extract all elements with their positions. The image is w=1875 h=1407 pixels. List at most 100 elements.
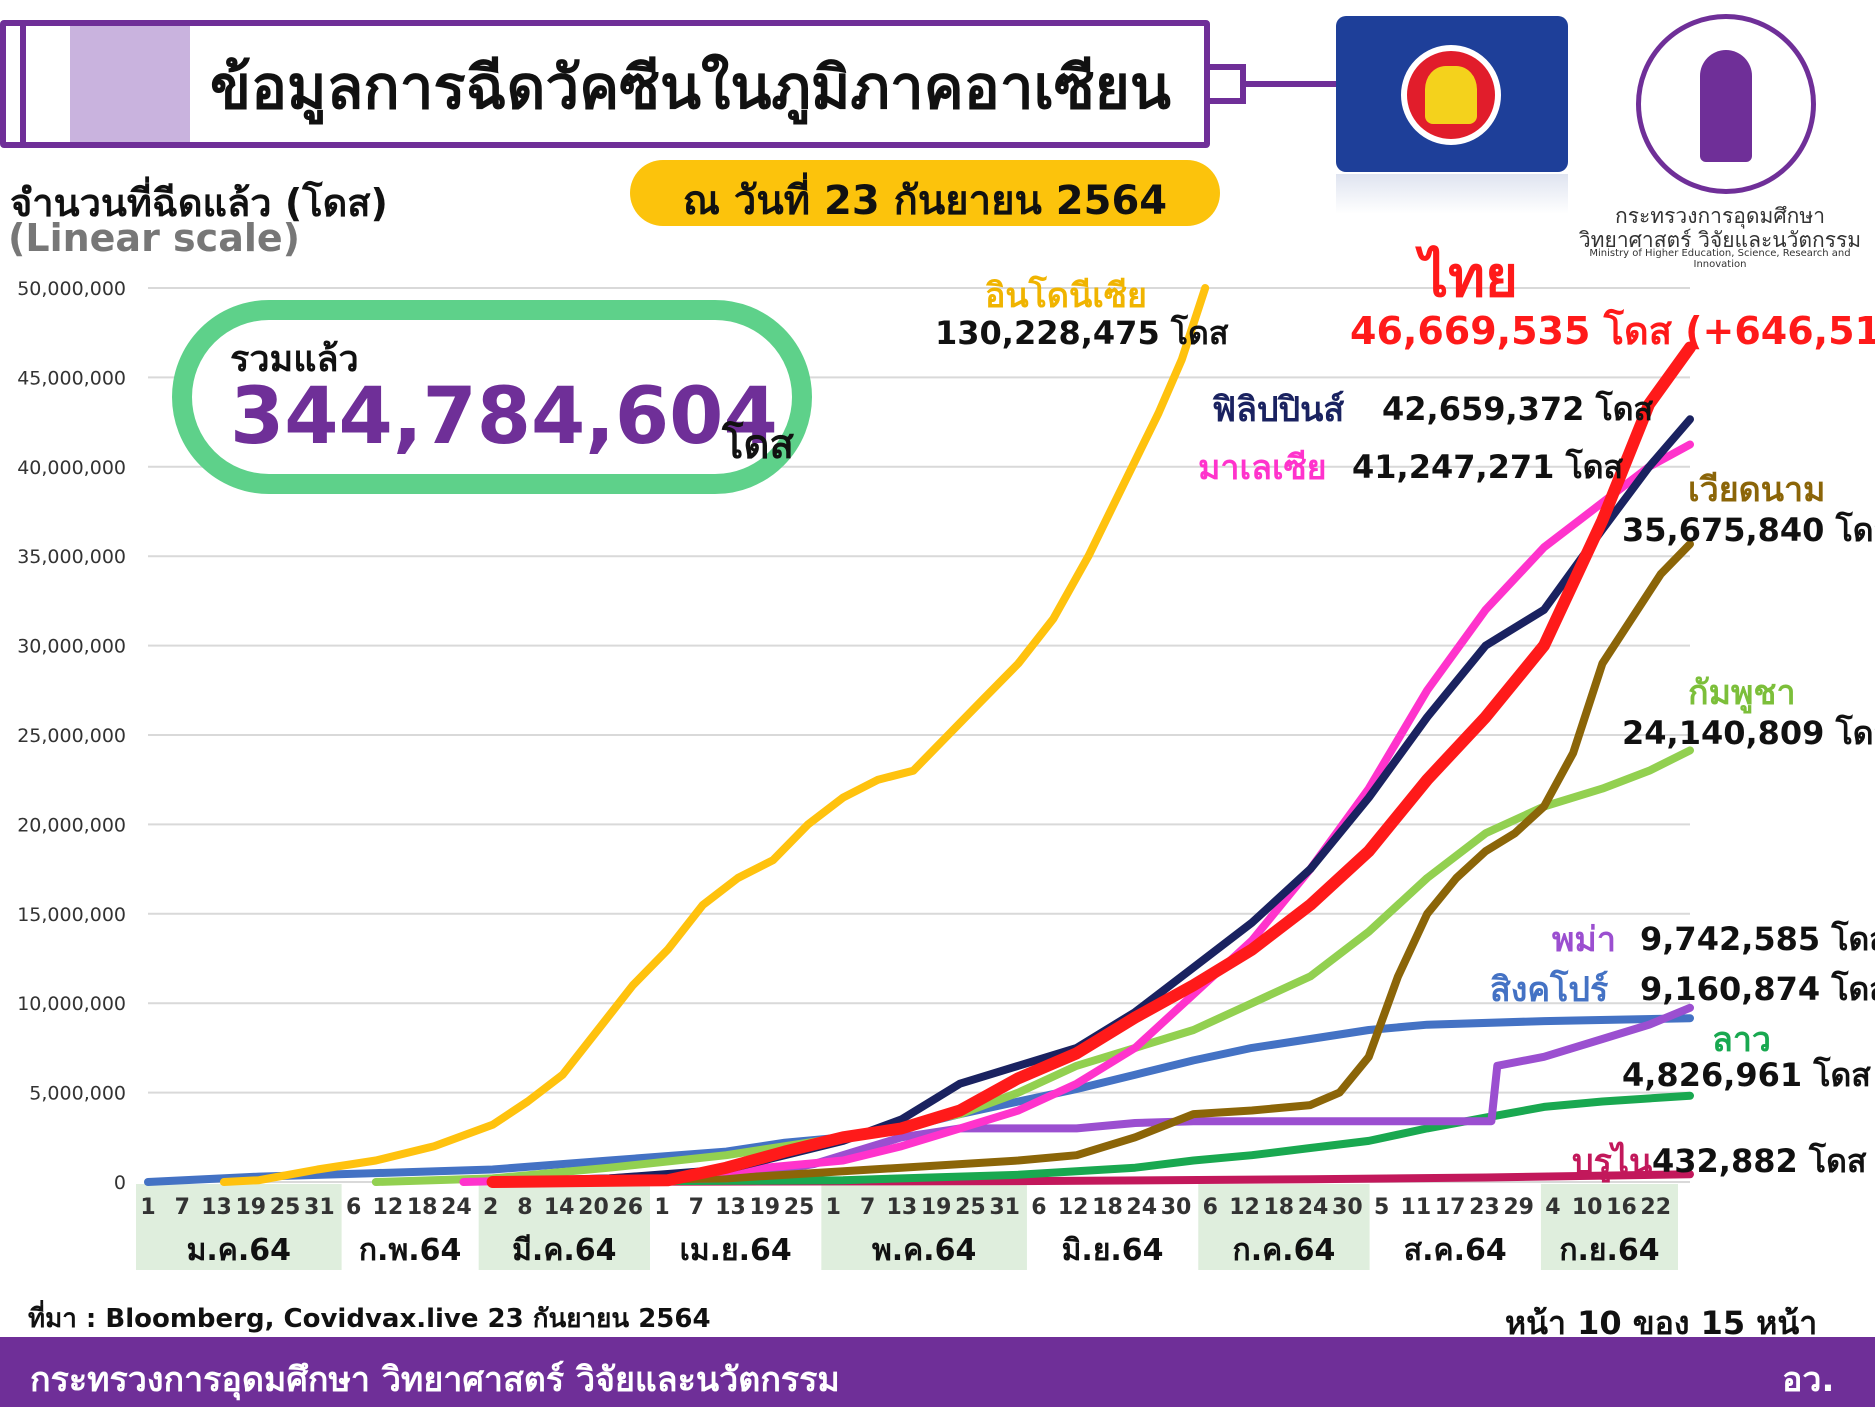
label-brunei-value: 432,882 โดส: [1652, 1142, 1867, 1180]
series-line-2: [488, 415, 1694, 1186]
x-tick-label: 1: [826, 1195, 841, 1220]
x-tick-label: 6: [346, 1195, 361, 1220]
y-axis-scale-note: (Linear scale): [8, 216, 300, 260]
label-laos-value: 4,826,961 โดส: [1622, 1056, 1871, 1094]
label-philippines-value: 42,659,372 โดส: [1382, 390, 1654, 428]
label-singapore-value: 9,160,874 โดส: [1640, 970, 1875, 1008]
series-line-7: [144, 1014, 1694, 1186]
label-thailand-name: ไทย: [1420, 245, 1518, 310]
month-band: [478, 1184, 651, 1270]
y-tick-label: 20,000,000: [17, 814, 126, 836]
label-singapore-name: สิงคโปร์: [1490, 970, 1609, 1010]
x-tick-label: 12: [373, 1195, 404, 1220]
series-line-8: [488, 1091, 1694, 1186]
label-malaysia-name: มาเลเซีย: [1198, 448, 1327, 488]
y-tick-label: 0: [114, 1172, 126, 1194]
x-tick-label: 30: [1332, 1195, 1363, 1220]
x-tick-label: 19: [749, 1195, 780, 1220]
total-value: 344,784,604: [230, 372, 778, 462]
footer-abbrev: อว.: [1782, 1360, 1835, 1400]
month-band: [1540, 1184, 1679, 1270]
y-axis-title: จำนวนที่ฉีดแล้ว (โดส): [10, 181, 388, 225]
syringe-fill: [70, 26, 190, 142]
y-tick-label: 10,000,000: [17, 993, 126, 1015]
y-tick-label: 25,000,000: [17, 725, 126, 747]
x-tick-label: 19: [235, 1195, 266, 1220]
x-tick-label: 29: [1503, 1195, 1534, 1220]
label-myanmar-value: 9,742,585 โดส: [1640, 920, 1875, 958]
ministry-seal-emblem: [1700, 50, 1752, 162]
date-text: ณ วันที่ 23 กันยายน 2564: [682, 178, 1168, 224]
x-tick-label: 25: [955, 1195, 986, 1220]
syringe-tip: [1210, 64, 1246, 104]
syringe-plunger: [20, 20, 26, 148]
month-label: ม.ค.64: [187, 1233, 291, 1268]
x-tick-label: 1: [654, 1195, 669, 1220]
y-tick-label: 45,000,000: [17, 367, 126, 389]
vaccination-line-chart: 50,000,00045,000,00040,000,00035,000,000…: [17, 278, 1696, 1270]
x-tick-label: 6: [1203, 1195, 1218, 1220]
month-label: เม.ย.64: [680, 1233, 792, 1268]
x-tick-label: 20: [578, 1195, 609, 1220]
x-tick-label: 7: [860, 1195, 875, 1220]
month-label: ก.ค.64: [1233, 1233, 1336, 1268]
label-indonesia-value: 130,228,475 โดส: [935, 314, 1229, 352]
ministry-name-th-line2: วิทยาศาสตร์ วิจัยและนวัตกรรม: [1578, 228, 1862, 252]
x-tick-label: 13: [715, 1195, 746, 1220]
series-lines: [144, 284, 1696, 1188]
ministry-name-en: Ministry of Higher Education, Science, R…: [1589, 248, 1851, 270]
series-line-3: [459, 440, 1694, 1186]
label-laos-name: ลาว: [1712, 1020, 1772, 1060]
x-tick-label: 10: [1572, 1195, 1603, 1220]
month-label: มี.ค.64: [512, 1233, 616, 1268]
label-vietnam-name: เวียดนาม: [1688, 470, 1826, 510]
x-tick-label: 12: [1058, 1195, 1089, 1220]
x-tick-label: 2: [483, 1195, 498, 1220]
month-label: มิ.ย.64: [1062, 1233, 1164, 1268]
series-line-0: [219, 284, 1210, 1186]
syringe-header-frame: [0, 20, 1210, 148]
ministry-name-th: กระทรวงการอุดมศึกษา: [1615, 204, 1825, 228]
total-unit: โดส: [722, 422, 794, 468]
page-number: หน้า 10 ของ 15 หน้า: [1505, 1304, 1818, 1342]
month-label: ก.ย.64: [1559, 1233, 1659, 1268]
footer-bar: [0, 1337, 1875, 1407]
x-tick-label: 1: [140, 1195, 155, 1220]
label-myanmar-name: พม่า: [1552, 920, 1616, 960]
x-tick-label: 18: [1092, 1195, 1123, 1220]
series-line-4: [488, 540, 1694, 1186]
label-malaysia-value: 41,247,271 โดส: [1352, 448, 1624, 486]
x-tick-label: 30: [1161, 1195, 1192, 1220]
label-cambodia-name: กัมพูชา: [1688, 673, 1796, 713]
y-tick-label: 5,000,000: [29, 1083, 126, 1105]
flag-reflection: [1336, 174, 1568, 214]
month-label: พ.ค.64: [872, 1233, 976, 1268]
x-tick-label: 23: [1469, 1195, 1500, 1220]
label-brunei-name: บรูไน: [1572, 1142, 1653, 1182]
x-tick-label: 13: [887, 1195, 918, 1220]
x-tick-label: 24: [1298, 1195, 1329, 1220]
series-line-6: [488, 1003, 1694, 1186]
page-title: ข้อมูลการฉีดวัคซีนในภูมิภาคอาเซียน: [210, 53, 1171, 123]
month-label: ก.พ.64: [359, 1233, 461, 1268]
label-thailand-value: 46,669,535 โดส (+646,519): [1350, 309, 1875, 353]
footer-ministry-name: กระทรวงการอุดมศึกษา วิทยาศาสตร์ วิจัยและ…: [30, 1360, 840, 1400]
x-tick-label: 8: [517, 1195, 532, 1220]
x-tick-label: 22: [1640, 1195, 1671, 1220]
series-line-1: [486, 341, 1696, 1188]
month-band: [136, 1184, 342, 1270]
x-tick-label: 31: [304, 1195, 335, 1220]
x-tick-label: 6: [1031, 1195, 1046, 1220]
x-tick-label: 25: [270, 1195, 301, 1220]
x-tick-label: 19: [921, 1195, 952, 1220]
x-tick-label: 31: [989, 1195, 1020, 1220]
x-tick-label: 5: [1374, 1195, 1389, 1220]
source-note: ที่มา : Bloomberg, Covidvax.live 23 กันย…: [28, 1304, 711, 1334]
x-tick-label: 16: [1606, 1195, 1637, 1220]
x-tick-label: 18: [407, 1195, 438, 1220]
x-tick-label: 24: [441, 1195, 472, 1220]
y-tick-label: 15,000,000: [17, 904, 126, 926]
y-tick-label: 35,000,000: [17, 546, 126, 568]
x-tick-label: 11: [1401, 1195, 1432, 1220]
label-cambodia-value: 24,140,809 โดส: [1622, 714, 1875, 752]
